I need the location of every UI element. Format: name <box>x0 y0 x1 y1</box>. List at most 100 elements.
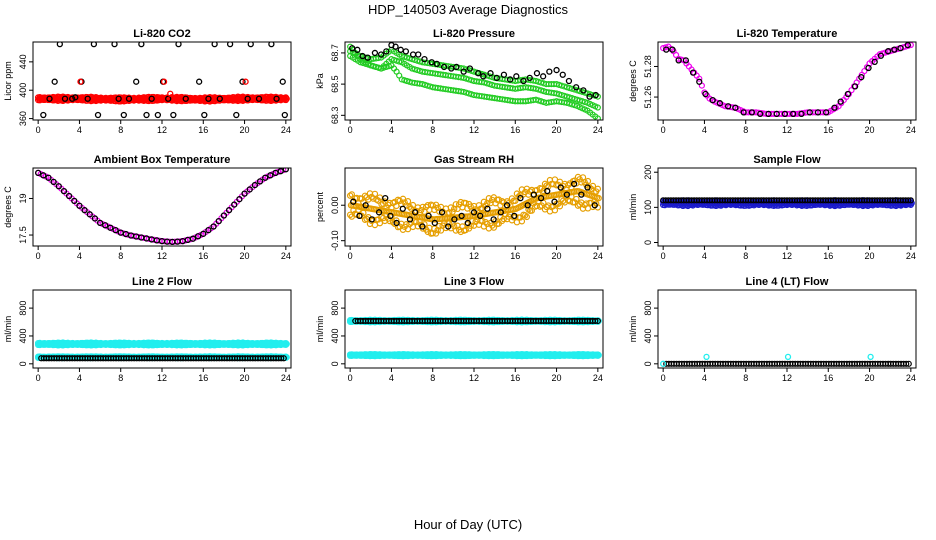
data-point <box>546 68 553 75</box>
x-tick-label: 12 <box>469 373 479 383</box>
data-point <box>40 172 47 179</box>
data-point <box>71 197 78 205</box>
x-tick-label: 12 <box>469 125 479 135</box>
x-tick-label: 24 <box>906 251 916 261</box>
x-tick-label: 0 <box>348 125 353 135</box>
data-point <box>220 212 228 219</box>
data-point <box>77 78 84 85</box>
x-tick-label: 8 <box>743 251 748 261</box>
data-point <box>453 63 460 71</box>
data-point <box>215 217 222 225</box>
data-point <box>474 70 482 77</box>
data-point <box>434 204 441 212</box>
y-tick-label: 0 <box>18 361 28 366</box>
data-point <box>556 203 564 210</box>
data-point <box>200 230 207 237</box>
data-point <box>451 216 458 223</box>
y-axis-label: ml/min <box>3 316 13 343</box>
y-tick-label: 800 <box>18 301 28 316</box>
x-tick-label: 8 <box>743 125 748 135</box>
x-tick-label: 20 <box>552 373 562 383</box>
data-point <box>595 351 602 359</box>
panel-1: Li-820 CO2 Licor ppm 0 4 8 12 16 20 24 360 400 440 <box>3 28 292 135</box>
data-point <box>525 206 532 213</box>
x-tick-label: 20 <box>865 125 875 135</box>
data-point <box>402 48 410 55</box>
data-point <box>111 42 118 48</box>
panel-title: Li-820 Temperature <box>737 28 838 40</box>
data-point <box>530 191 538 198</box>
x-tick-label: 0 <box>36 125 41 135</box>
data-point <box>592 91 599 99</box>
data-point <box>578 191 585 198</box>
data-point <box>557 184 564 191</box>
data-point <box>255 95 263 102</box>
data-point <box>559 71 566 78</box>
data-point <box>65 192 73 200</box>
x-tick-label: 24 <box>281 125 291 135</box>
data-point <box>272 169 279 177</box>
y-tick-label: 0.00 <box>330 196 340 214</box>
x-tick-label: 12 <box>782 373 792 383</box>
data-point <box>55 183 62 190</box>
y-tick-label: 0 <box>643 361 653 366</box>
data-point <box>277 168 284 175</box>
data-point <box>781 110 789 118</box>
x-tick-label: 8 <box>118 251 123 261</box>
data-point <box>241 190 248 197</box>
data-point <box>594 317 601 325</box>
data-point <box>406 216 414 223</box>
data-point <box>682 57 690 64</box>
data-point <box>211 42 218 48</box>
data-point <box>831 104 838 111</box>
data-point <box>393 219 400 227</box>
data-point <box>375 197 382 204</box>
data-point <box>696 75 703 82</box>
data-point <box>45 174 52 181</box>
data-point <box>487 70 494 77</box>
data-point <box>732 104 739 111</box>
x-tick-label: 20 <box>552 125 562 135</box>
data-point <box>490 216 497 223</box>
data-point <box>350 198 357 205</box>
data-point <box>239 78 246 85</box>
panel-title: Line 4 (LT) Flow <box>746 276 829 288</box>
data-point <box>858 74 865 81</box>
x-tick-label: 12 <box>157 373 167 383</box>
data-point <box>76 202 83 209</box>
data-point <box>60 188 68 195</box>
data-point <box>576 176 583 183</box>
data-point <box>480 198 488 206</box>
data-point <box>675 57 682 64</box>
data-point <box>210 223 217 230</box>
x-tick-label: 0 <box>36 251 41 261</box>
data-point <box>716 100 724 107</box>
data-point <box>226 42 234 48</box>
data-point <box>72 94 79 101</box>
data-point <box>512 197 519 204</box>
x-tick-label: 0 <box>661 125 666 135</box>
data-point <box>493 74 500 82</box>
panel-title: Ambient Box Temperature <box>94 154 231 166</box>
data-point <box>689 69 697 76</box>
data-point <box>466 65 474 72</box>
data-point <box>246 186 253 193</box>
data-point <box>518 218 526 225</box>
panel-marks <box>659 197 915 210</box>
x-tick-label: 4 <box>389 251 394 261</box>
data-point <box>431 219 438 227</box>
data-point <box>537 194 545 202</box>
data-point <box>905 197 912 204</box>
panel-2: Li-820 Pressure kPa 0 4 8 12 16 20 24 68.3 68.5 68.… <box>315 28 604 135</box>
panel-marks <box>34 42 290 119</box>
data-point <box>84 95 91 102</box>
data-point <box>282 341 290 348</box>
data-point <box>421 56 428 63</box>
data-point <box>492 200 499 207</box>
panel-marks <box>347 42 601 120</box>
data-point <box>798 110 805 118</box>
x-tick-label: 4 <box>702 125 707 135</box>
x-tick-label: 8 <box>118 125 123 135</box>
data-point <box>256 178 264 185</box>
x-tick-label: 12 <box>469 251 479 261</box>
